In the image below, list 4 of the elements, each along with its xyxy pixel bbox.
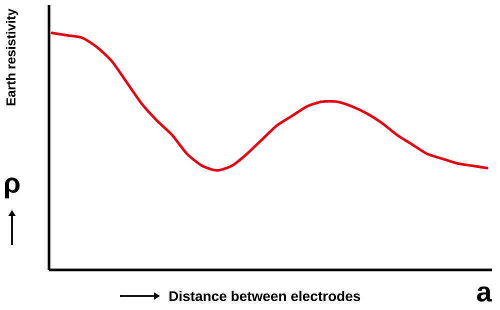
y-axis-title: Earth resistivity [6, 8, 18, 106]
text: a [477, 286, 492, 302]
x-axis-title: Distance between electrodes [169, 290, 360, 302]
text: ρ [4, 178, 20, 198]
